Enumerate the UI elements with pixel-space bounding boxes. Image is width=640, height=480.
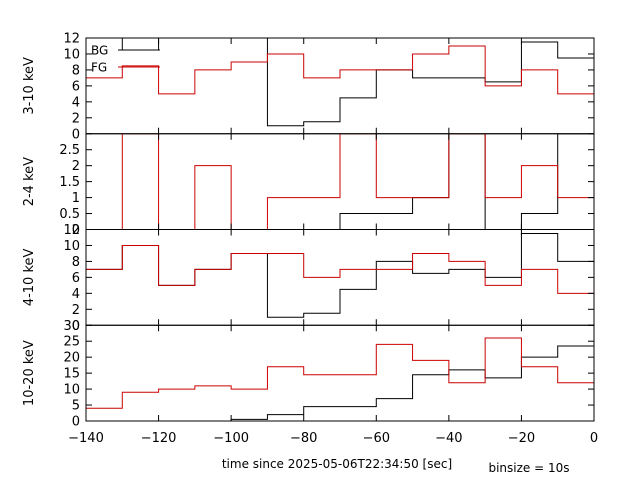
y-tick-label: 2 [72, 303, 80, 318]
panel-ylabel: 3-10 keV [22, 57, 37, 115]
x-tick-label: −60 [363, 431, 390, 446]
y-tick-label: 0 [72, 319, 80, 334]
y-tick-label: 10 [63, 239, 80, 254]
y-tick-label: 12 [63, 32, 80, 47]
y-tick-label: 25 [63, 335, 80, 350]
x-tick-label: −100 [213, 431, 249, 446]
x-tick-label: −80 [290, 431, 317, 446]
binsize-note: binsize = 10s [488, 461, 569, 475]
panel-2: 00.511.522.5 2-4 keV [22, 133, 595, 238]
y-tick-label: 4 [72, 287, 80, 302]
panel-ylabel: 4-10 keV [22, 248, 37, 306]
y-tick-label: 5 [72, 399, 80, 414]
legend-label-bg: BG [91, 44, 108, 58]
y-tick-label: 0.5 [59, 207, 80, 222]
y-tick-label: 1 [72, 191, 80, 206]
series-fg-line [86, 244, 594, 294]
series-bg-line [86, 38, 594, 127]
x-tick-label: −20 [508, 431, 535, 446]
y-tick-label: 20 [63, 351, 80, 366]
y-tick-label: 0 [72, 127, 80, 142]
y-tick-label: 6 [72, 271, 80, 286]
x-axis-label: time since 2025-05-06T22:34:50 [sec] [222, 457, 452, 471]
y-tick-label: 0 [72, 223, 80, 238]
series-fg-line [86, 133, 594, 230]
y-tick-label: 4 [72, 95, 80, 110]
y-tick-label: 6 [72, 79, 80, 94]
series-bg-line [86, 345, 594, 421]
x-tick-label: 0 [590, 431, 598, 446]
y-tick-label: 10 [63, 383, 80, 398]
y-tick-label: 10 [63, 47, 80, 62]
y-tick-label: 0 [72, 415, 80, 430]
y-tick-label: 8 [72, 63, 80, 78]
y-tick-label: 30 [63, 319, 80, 334]
legend: BG FG [91, 44, 160, 75]
series-fg-line [86, 45, 594, 95]
series-fg-line [86, 337, 594, 409]
y-tick-label: 2 [72, 111, 80, 126]
y-tick-label: 2.5 [59, 143, 80, 158]
x-axis: −140 −120 −100 −80 −60 −40 −20 0 [68, 431, 598, 446]
y-tick-label: 12 [63, 223, 80, 238]
y-tick-label: 1.5 [59, 175, 80, 190]
y-tick-label: 8 [72, 255, 80, 270]
y-tick-label: 15 [63, 367, 80, 382]
legend-label-fg: FG [91, 61, 107, 75]
panel-ylabel: 10-20 keV [22, 340, 37, 406]
y-tick-label: 2 [72, 159, 80, 174]
x-tick-label: −140 [68, 431, 104, 446]
series-bg-line [86, 133, 594, 230]
x-tick-label: −120 [141, 431, 177, 446]
panel-ylabel: 2-4 keV [22, 157, 37, 206]
x-tick-label: −40 [435, 431, 462, 446]
